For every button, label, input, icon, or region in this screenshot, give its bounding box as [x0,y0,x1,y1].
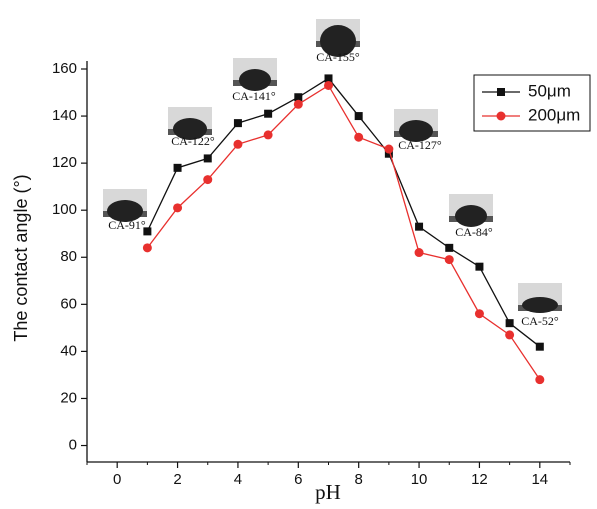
x-tick-label: 12 [471,471,488,488]
point [324,74,333,83]
y-tick-label: 140 [52,107,77,124]
x-tick-label: 10 [411,471,428,488]
legend-marker [496,111,506,121]
point [535,375,545,385]
annotation: CA-141° [232,89,276,103]
point [293,99,303,109]
y-tick-label: 20 [60,389,77,406]
x-tick-label: 6 [294,471,302,488]
point [445,243,454,252]
droplet [320,25,356,57]
y-axis-label: The contact angle (°) [11,174,31,341]
point [263,130,273,140]
annotation: CA-127° [398,138,442,152]
point [233,119,242,128]
y-tick-label: 100 [52,201,77,218]
droplet [107,200,143,222]
point [294,93,303,102]
point [384,144,394,154]
point [505,330,515,340]
annotation: CA-91° [108,218,146,232]
annotation: CA-122° [171,134,215,148]
droplet [239,69,271,91]
legend-marker [497,88,505,96]
point [203,175,213,185]
point [505,319,514,328]
point [475,262,484,271]
droplet [173,118,207,140]
x-axis-label: pH [315,480,341,504]
point [444,255,454,265]
annotation: CA-84° [455,225,493,239]
point [415,222,424,231]
x-tick-label: 8 [355,471,363,488]
y-tick-label: 120 [52,154,77,171]
point [233,139,243,149]
legend-box [473,74,591,132]
point [354,112,363,121]
droplet [399,120,433,142]
point [354,132,364,142]
annotation: CA-52° [521,314,559,328]
point [173,203,183,213]
y-tick-label: 160 [52,60,77,77]
y-tick-label: 0 [69,436,77,453]
droplet [455,205,487,227]
point [324,80,333,90]
legend-label: 50μm [528,81,571,100]
annotation: CA-155° [316,50,360,64]
x-tick-label: 14 [531,471,548,488]
x-tick-label: 4 [234,471,242,488]
point [173,163,182,172]
y-tick-label: 60 [60,295,77,312]
point [384,149,393,158]
point [264,109,273,118]
series-line [146,77,541,348]
point [143,227,152,236]
droplet [522,297,558,313]
x-tick-label: 0 [113,471,121,488]
point [535,342,544,351]
point [474,309,484,319]
x-tick-label: 2 [173,471,181,488]
point [203,154,212,163]
point [142,243,152,253]
y-tick-label: 80 [60,248,77,265]
series-line [146,84,541,380]
legend-label: 200μm [528,105,580,124]
y-tick-label: 40 [60,342,77,359]
point [414,248,424,258]
